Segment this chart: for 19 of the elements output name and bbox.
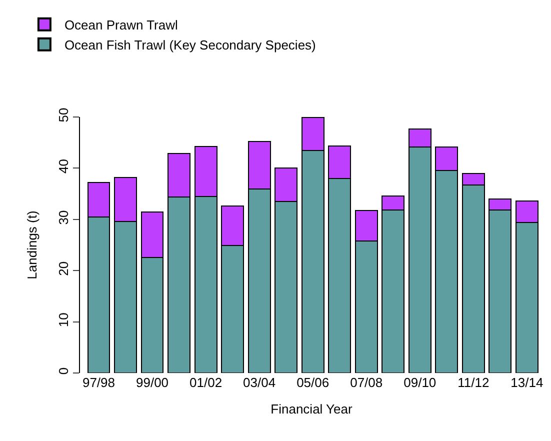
y-tick-label: 30 (56, 210, 71, 225)
y-tick-label: 40 (56, 159, 71, 174)
x-tick-label: 11/12 (458, 375, 490, 390)
legend-label: Ocean Prawn Trawl (64, 18, 178, 32)
x-tick-label: 97/98 (82, 375, 116, 390)
x-tick-label: 03/04 (243, 375, 276, 390)
x-tick-label: 05/06 (296, 375, 330, 390)
legend-label: Ocean Fish Trawl (Key Secondary Species) (64, 37, 316, 52)
x-tick-label: 01/02 (190, 375, 222, 390)
y-tick-label: 0 (56, 367, 71, 375)
x-tick-label: 99/00 (136, 375, 169, 390)
x-tick-label: 09/10 (404, 375, 436, 390)
y-tick-label: 50 (56, 108, 71, 122)
x-tick-label: 07/08 (350, 375, 383, 390)
y-axis-title: Landings (t) (24, 210, 40, 280)
y-tick-label: 10 (56, 312, 71, 328)
y-tick-label: 20 (56, 261, 71, 276)
x-tick-label: 13/14 (510, 375, 544, 390)
x-axis-title: Financial Year (270, 402, 354, 417)
